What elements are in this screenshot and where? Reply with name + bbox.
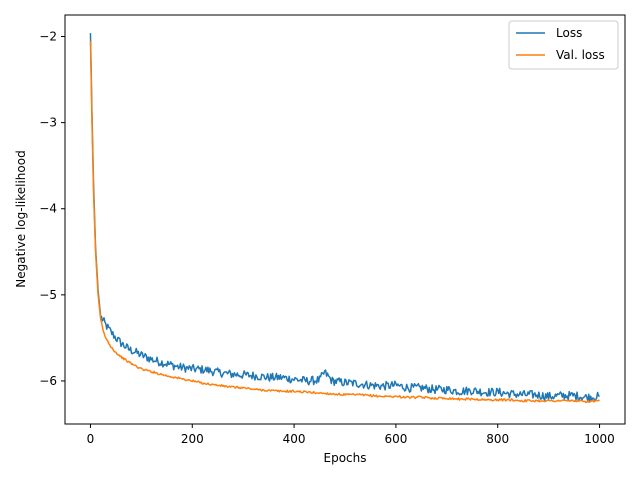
legend: Loss Val. loss xyxy=(508,20,619,70)
y-tick-label: −2 xyxy=(39,30,57,44)
x-tick-label: 400 xyxy=(283,432,306,446)
y-axis-label: Negative log-likelihood xyxy=(14,150,28,287)
legend-label-val-loss: Val. loss xyxy=(556,48,605,62)
series-line-val-loss xyxy=(89,40,600,404)
y-tick-label: −5 xyxy=(39,288,57,302)
legend-label-loss: Loss xyxy=(556,26,582,40)
x-axis-label: Epochs xyxy=(324,451,367,465)
ticks-layer: 0 200 400 600 800 1000 −2 −3 −4 −5 −6 xyxy=(39,30,615,446)
y-tick-label: −6 xyxy=(39,374,57,388)
y-tick-label: −4 xyxy=(39,202,57,216)
x-tick-label: 0 xyxy=(87,432,95,446)
x-tick-label: 200 xyxy=(181,432,204,446)
x-tick-label: 600 xyxy=(384,432,407,446)
plot-frame xyxy=(64,14,626,425)
x-tick-label: 800 xyxy=(486,432,509,446)
series-line-loss xyxy=(89,33,600,403)
series-layer xyxy=(89,33,600,404)
y-tick-label: −3 xyxy=(39,116,57,130)
x-tick-label: 1000 xyxy=(584,432,615,446)
